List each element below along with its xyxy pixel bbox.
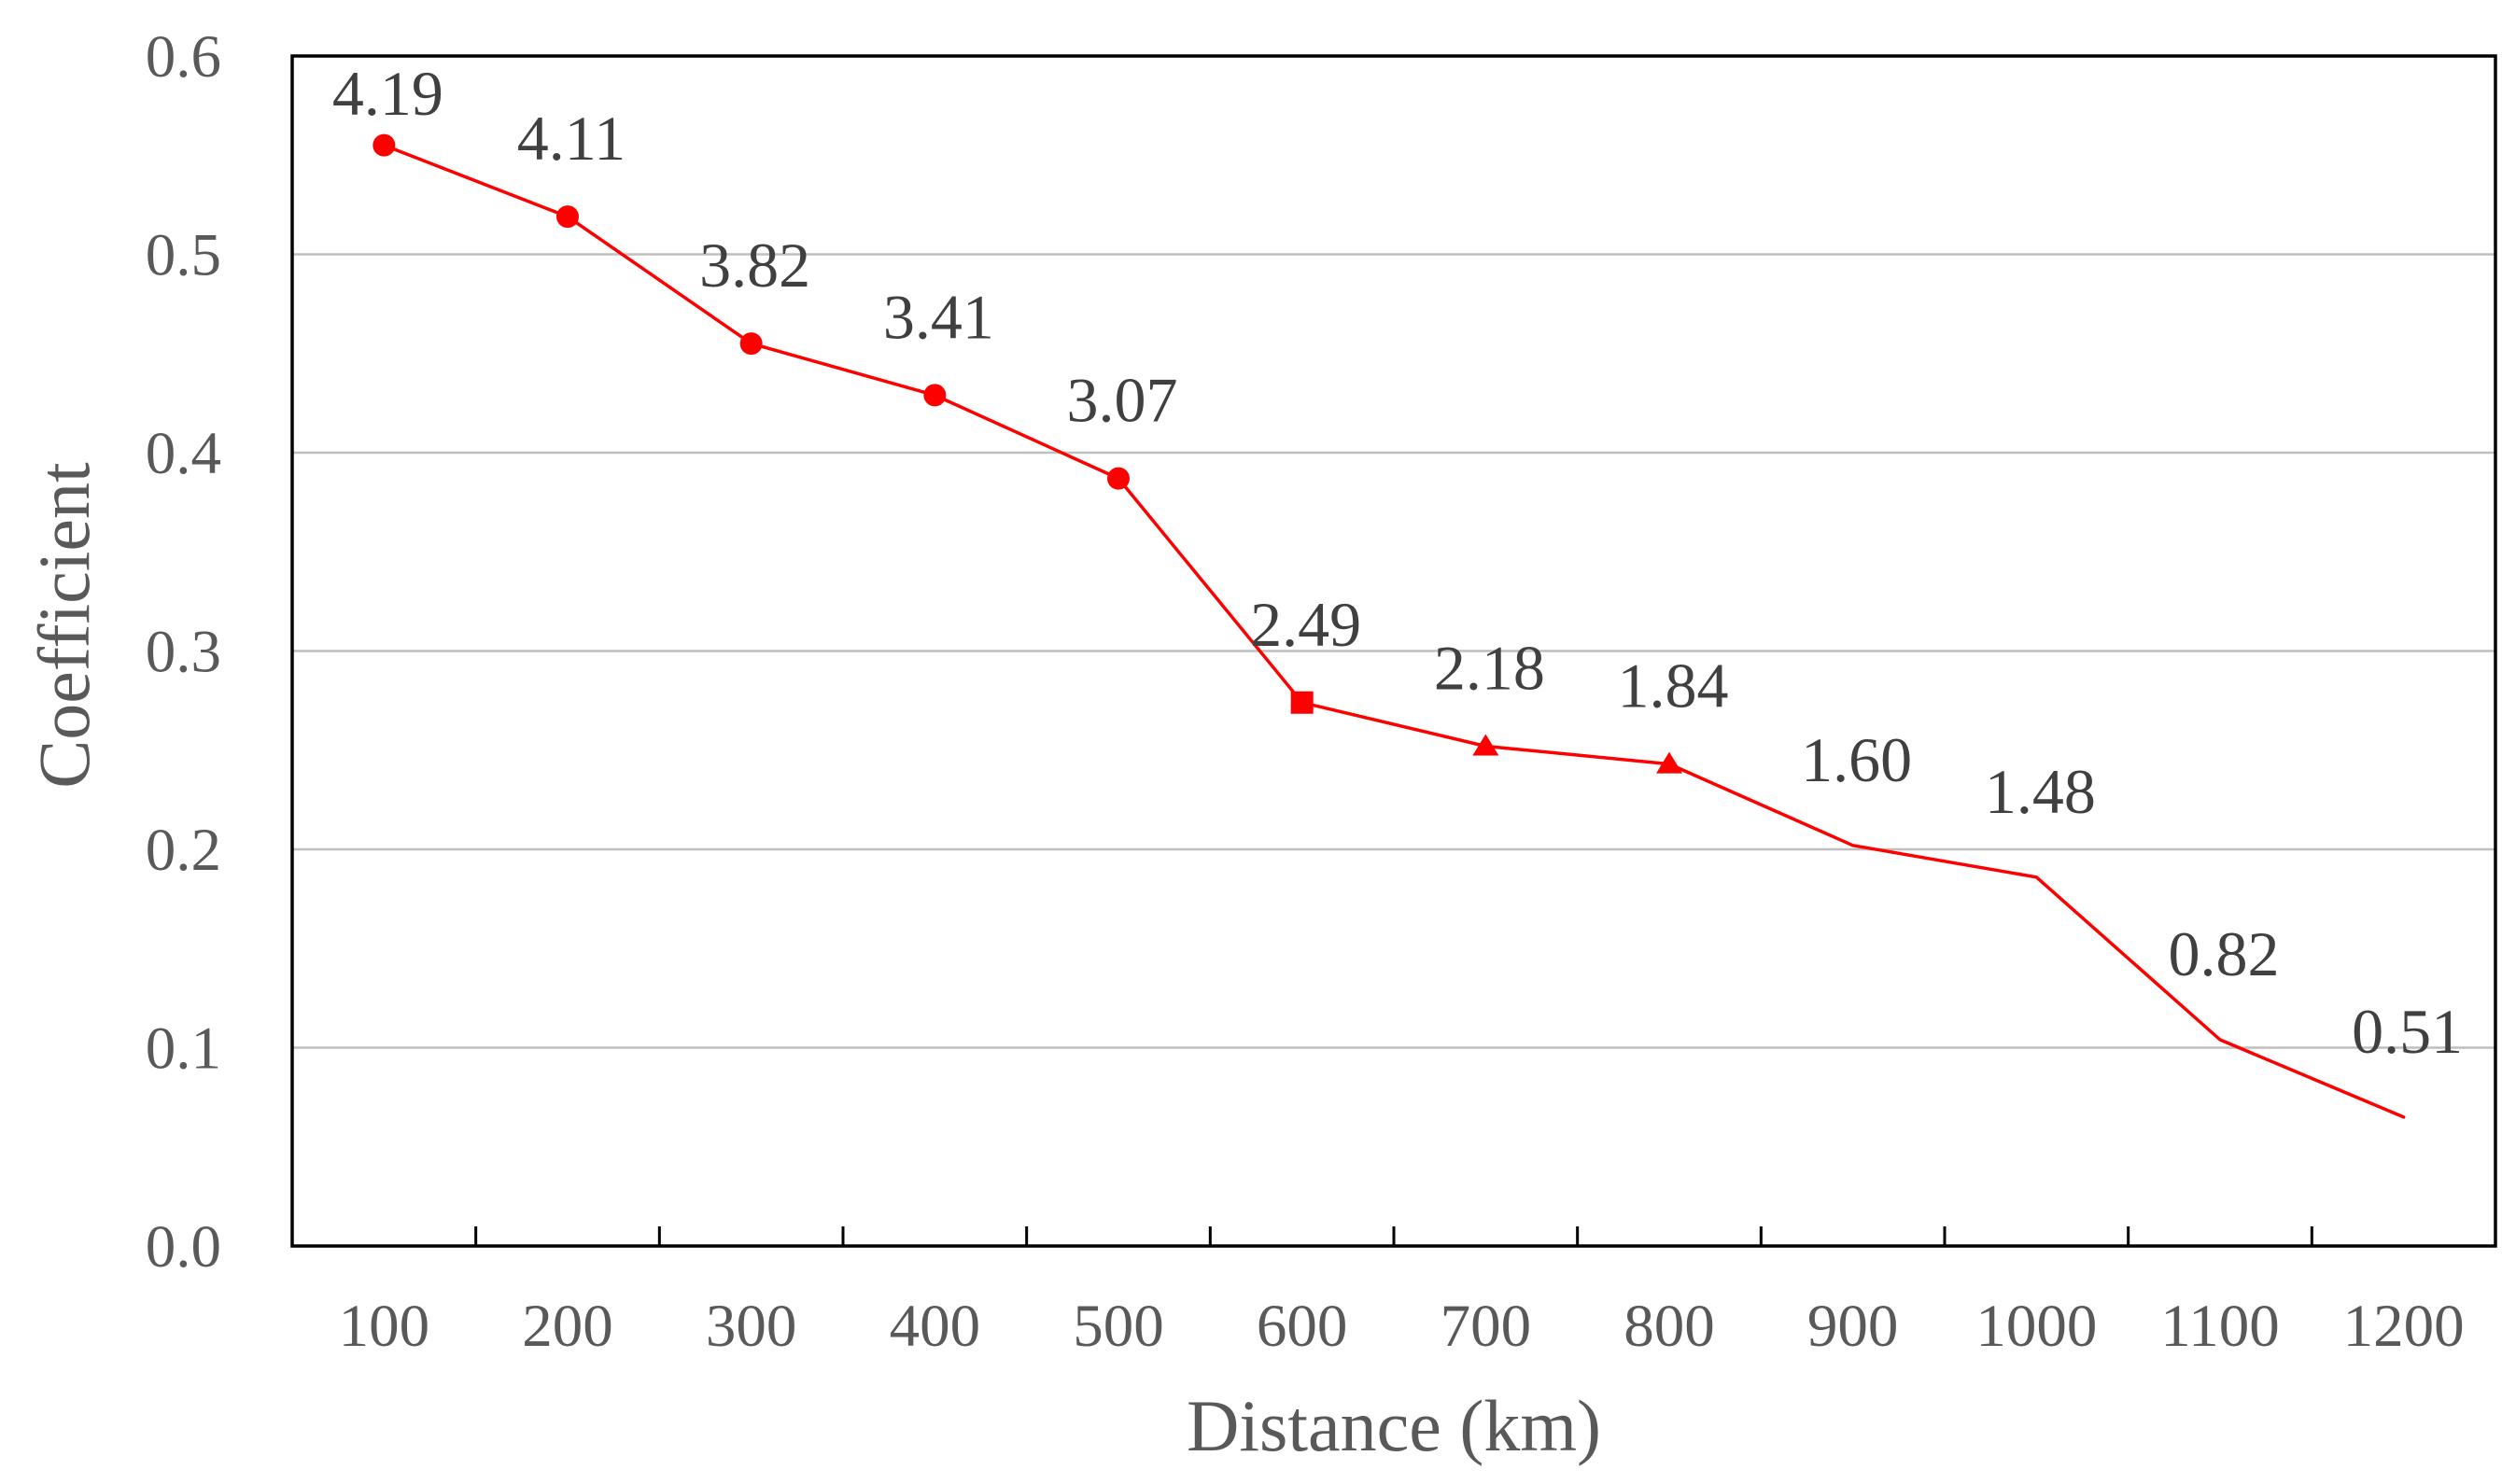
x-tick-label: 400 — [890, 1293, 981, 1360]
series-line-group — [382, 143, 2406, 1119]
data-point-circle-marker — [1107, 467, 1130, 490]
y-tick-label: 0.2 — [146, 817, 221, 884]
data-label: 0.51 — [2352, 996, 2463, 1067]
data-label: 3.07 — [1067, 365, 1178, 436]
x-tick-label: 300 — [706, 1293, 797, 1360]
x-tick-label: 600 — [1257, 1293, 1348, 1360]
y-tick-label: 0.3 — [146, 619, 221, 686]
y-tick-label: 0.6 — [146, 23, 221, 91]
y-axis-title: Coefficient — [23, 462, 105, 789]
series-line — [382, 143, 2406, 1119]
x-tick-label: 1100 — [2160, 1293, 2280, 1360]
data-label: 0.82 — [2169, 918, 2280, 989]
x-axis-tick-labels: 100 200 300 400 500 600 700 800 900 1000 1100 1200 — [339, 1293, 2465, 1360]
series-markers — [372, 133, 2404, 1117]
x-tick-label: 100 — [339, 1293, 430, 1360]
y-tick-label: 0.0 — [146, 1213, 221, 1281]
data-label: 3.82 — [699, 230, 810, 301]
x-tick-label: 1200 — [2343, 1293, 2465, 1360]
y-tick-label: 0.4 — [146, 420, 221, 487]
data-label: 4.19 — [332, 58, 443, 129]
x-tick-label: 700 — [1441, 1293, 1532, 1360]
data-label: 2.49 — [1250, 589, 1361, 660]
data-point-circle-marker — [923, 384, 947, 407]
data-label: 1.48 — [1985, 756, 2096, 827]
y-axis-tick-labels: 0.0 0.1 0.2 0.3 0.4 0.5 0.6 — [146, 23, 221, 1281]
data-point-triangle-marker — [1472, 734, 1499, 756]
data-point-circle-marker — [739, 332, 763, 356]
x-axis-tick-marks — [474, 1226, 2313, 1246]
data-point-triangle-marker — [1656, 751, 1682, 774]
data-label: 1.84 — [1618, 651, 1729, 721]
data-point-square-marker — [1290, 691, 1314, 714]
data-point-circle-marker — [372, 133, 396, 157]
data-label: 1.60 — [1801, 724, 1912, 795]
y-tick-label: 0.5 — [146, 222, 221, 289]
data-point-circle-marker — [556, 205, 579, 229]
data-label: 4.11 — [517, 103, 625, 174]
x-tick-label: 800 — [1623, 1293, 1715, 1360]
x-axis-title: Distance (km) — [1187, 1385, 1601, 1466]
x-tick-label: 1000 — [1975, 1293, 2097, 1360]
x-tick-label: 200 — [522, 1293, 613, 1360]
data-labels: 4.19 4.11 3.82 3.41 3.07 2.49 2.18 1.84 1.60 1.48… — [332, 58, 2463, 1067]
x-tick-label: 500 — [1073, 1293, 1164, 1360]
y-tick-label: 0.1 — [146, 1015, 221, 1083]
data-label: 2.18 — [1434, 633, 1545, 704]
data-label: 3.41 — [883, 281, 994, 352]
x-tick-label: 900 — [1807, 1293, 1899, 1360]
